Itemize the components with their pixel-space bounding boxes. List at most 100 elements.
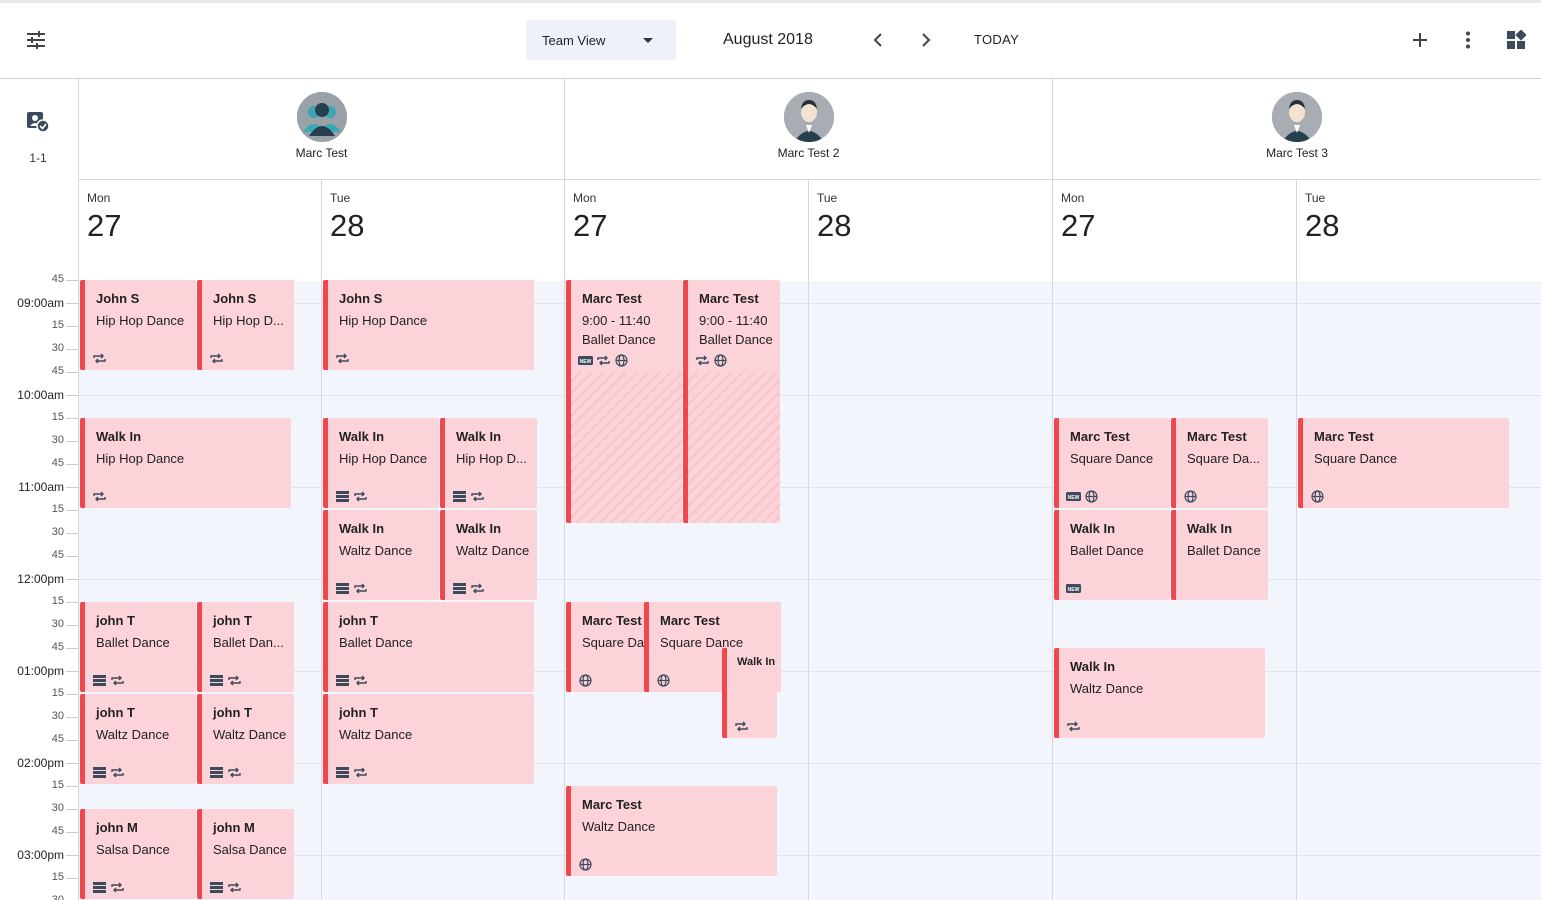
time-grid[interactable]: 45 09:00am 15 30 45 10:00am 15 30 45 11:00am 15 30 4…	[0, 256, 1541, 900]
day-header[interactable]: Mon 27	[1052, 180, 1296, 256]
calendar-event[interactable]: john T Ballet Dan...	[197, 602, 294, 692]
day-header[interactable]: Tue 28	[808, 180, 1052, 256]
globe-icon	[713, 354, 728, 367]
event-icons	[92, 352, 107, 365]
list-icon	[209, 674, 224, 687]
calendar-event[interactable]: john T Waltz Dance	[323, 694, 534, 784]
calendar-event[interactable]: Walk In Hip Hop Dance	[80, 418, 291, 508]
calendar-event[interactable]: john M Salsa Dance	[80, 809, 196, 899]
calendar-event[interactable]: John S Hip Hop D...	[197, 280, 294, 370]
calendar-event[interactable]: Marc Test Square Da	[566, 602, 646, 692]
day-header[interactable]: Tue 28	[321, 180, 564, 256]
day-of-week: Mon	[87, 191, 111, 205]
minute-label: 45	[51, 825, 64, 837]
calendar-event[interactable]: Marc Test 9:00 - 11:40 Ballet Dance NEW	[566, 280, 682, 524]
list-icon	[92, 766, 107, 779]
calendar-event[interactable]: Walk In Waltz Dance	[323, 510, 439, 600]
assign-user-icon[interactable]	[26, 111, 50, 138]
calendar-event[interactable]: John S Hip Hop Dance	[323, 280, 534, 370]
calendar-event[interactable]: Walk In Waltz Dance	[1054, 648, 1265, 738]
repeat-icon	[209, 352, 224, 365]
available-slot-area[interactable]	[809, 281, 1052, 900]
calendar-event[interactable]: Marc Test Square Dance NEW	[1054, 418, 1170, 508]
available-slot-area[interactable]	[79, 281, 321, 900]
calendar-event[interactable]: Marc Test 9:00 - 11:40 Ballet Dance	[683, 280, 780, 524]
event-service: Hip Hop Dance	[96, 313, 185, 328]
view-select[interactable]: Team View	[526, 20, 676, 60]
calendar-event[interactable]: Walk In Waltz Dance	[440, 510, 537, 600]
minute-label: 30	[51, 802, 64, 814]
repeat-icon	[353, 674, 368, 687]
calendar-event[interactable]: Marc Test Square Da...	[1171, 418, 1268, 508]
resource-header[interactable]: Marc Test 3	[1052, 79, 1541, 180]
event-icons	[734, 720, 749, 733]
available-slot-area[interactable]	[1297, 281, 1541, 900]
minute-label: 45	[51, 641, 64, 653]
calendar-event[interactable]: john M Salsa Dance	[197, 809, 294, 899]
dashboard-icon[interactable]	[1500, 24, 1532, 56]
day-number: 27	[573, 208, 608, 243]
list-icon	[92, 881, 107, 894]
calendar-event[interactable]: Marc Test Square Dance	[1298, 418, 1509, 508]
time-tick	[66, 855, 78, 856]
event-icons	[452, 490, 485, 503]
event-title: john T	[96, 705, 135, 720]
minute-label: 15	[51, 319, 64, 331]
event-title: john M	[96, 820, 138, 835]
day-number: 28	[330, 208, 365, 243]
calendar-event[interactable]: john T Waltz Dance	[197, 694, 294, 784]
svg-text:NEW: NEW	[1068, 495, 1080, 501]
today-button[interactable]: TODAY	[974, 32, 1020, 47]
minute-label: 30	[51, 342, 64, 354]
hour-gridline	[78, 579, 1541, 580]
list-icon	[452, 490, 467, 503]
calendar-event[interactable]: Marc Test Waltz Dance	[566, 786, 777, 876]
calendar-event[interactable]: john T Ballet Dance	[323, 602, 534, 692]
event-title: Marc Test	[699, 291, 759, 306]
calendar-event[interactable]: Walk In	[722, 648, 777, 738]
add-icon[interactable]	[1404, 24, 1436, 56]
calendar-event[interactable]: john T Waltz Dance	[80, 694, 196, 784]
minute-label: 45	[51, 733, 64, 745]
calendar-event[interactable]: john T Ballet Dance	[80, 602, 196, 692]
list-icon	[209, 881, 224, 894]
event-service: Waltz Dance	[1070, 681, 1144, 696]
event-service: Ballet Dance	[1187, 543, 1261, 558]
minute-label: 15	[51, 871, 64, 883]
filter-sliders-icon[interactable]	[20, 24, 52, 56]
event-icons	[578, 674, 593, 687]
chevron-right-icon[interactable]	[910, 24, 942, 56]
event-icons	[335, 490, 368, 503]
svg-text:NEW: NEW	[1068, 587, 1080, 593]
calendar-event[interactable]: Walk In Hip Hop D...	[440, 418, 537, 508]
chevron-left-icon[interactable]	[862, 24, 894, 56]
time-tick	[66, 740, 78, 741]
calendar-event[interactable]: Walk In Hip Hop Dance	[323, 418, 439, 508]
event-icons	[335, 766, 368, 779]
day-column[interactable]	[1296, 256, 1541, 900]
event-icons	[578, 858, 593, 871]
day-column[interactable]	[808, 256, 1052, 900]
globe-icon	[1183, 490, 1198, 503]
resource-header[interactable]: Marc Test	[78, 79, 564, 180]
time-tick	[66, 303, 78, 304]
resource-header[interactable]: Marc Test 2	[564, 79, 1052, 180]
day-column[interactable]	[78, 256, 321, 900]
time-tick	[66, 326, 78, 327]
minute-label: 30	[51, 526, 64, 538]
event-service: Square Dance	[660, 635, 744, 650]
day-header[interactable]: Tue 28	[1296, 180, 1541, 256]
calendar-event[interactable]: Walk In Ballet Dance	[1171, 510, 1268, 600]
calendar-event[interactable]: John S Hip Hop Dance	[80, 280, 196, 370]
day-header[interactable]: Mon 27	[78, 180, 321, 256]
calendar-event[interactable]: Walk In Ballet Dance NEW	[1054, 510, 1170, 600]
time-tick	[66, 349, 78, 350]
repeat-icon	[353, 582, 368, 595]
svg-text:NEW: NEW	[580, 359, 592, 365]
repeat-icon	[92, 352, 107, 365]
more-vert-icon[interactable]	[1452, 24, 1484, 56]
day-header[interactable]: Mon 27	[564, 180, 808, 256]
time-tick	[66, 280, 78, 281]
event-service: Hip Hop Dance	[339, 451, 428, 466]
time-tick	[66, 418, 78, 419]
